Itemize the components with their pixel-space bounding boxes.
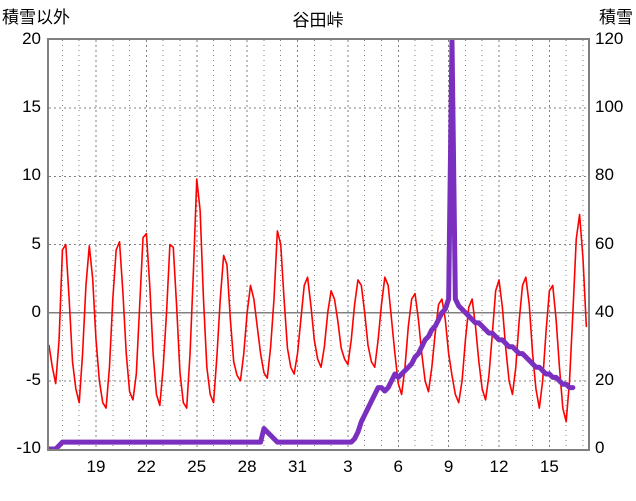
x-axis-tick: 12 — [489, 457, 509, 476]
left-axis-tick: 5 — [31, 233, 41, 253]
left-axis-tick: 20 — [22, 29, 41, 48]
x-axis-tick: 19 — [86, 457, 106, 476]
right-axis-title: 積雪 — [599, 8, 633, 27]
series-line — [49, 178, 588, 423]
x-axis-tick: 25 — [187, 457, 207, 476]
x-axis-tick: 6 — [393, 457, 403, 476]
x-axis-tick: 9 — [443, 457, 454, 476]
right-axis-tick: 100 — [595, 97, 624, 117]
right-axis-tick: 60 — [595, 233, 614, 253]
x-axis-tick: 28 — [237, 457, 257, 476]
left-axis-tick: -5 — [25, 369, 41, 389]
right-axis-tick: 0 — [595, 438, 605, 457]
x-axis-tick: 15 — [539, 457, 559, 476]
plot-area — [47, 38, 590, 451]
right-axis-tick: 20 — [595, 369, 614, 389]
data-series-layer — [49, 40, 588, 449]
left-axis-tick: 10 — [22, 165, 41, 185]
left-axis-tick: -10 — [16, 438, 41, 457]
left-axis-tick: 15 — [22, 97, 41, 117]
right-axis-tick: 120 — [595, 29, 624, 48]
left-axis-tick: 0 — [31, 301, 41, 321]
chart-title: 谷田峠 — [292, 11, 344, 30]
x-axis-tick: 3 — [343, 457, 353, 476]
left-axis-title: 積雪以外 — [2, 8, 70, 27]
x-axis-tick: 31 — [288, 457, 307, 476]
right-axis-tick: 80 — [595, 165, 614, 185]
x-axis-tick: 22 — [136, 457, 156, 476]
right-axis-tick: 40 — [595, 301, 614, 321]
series-line — [49, 40, 576, 449]
